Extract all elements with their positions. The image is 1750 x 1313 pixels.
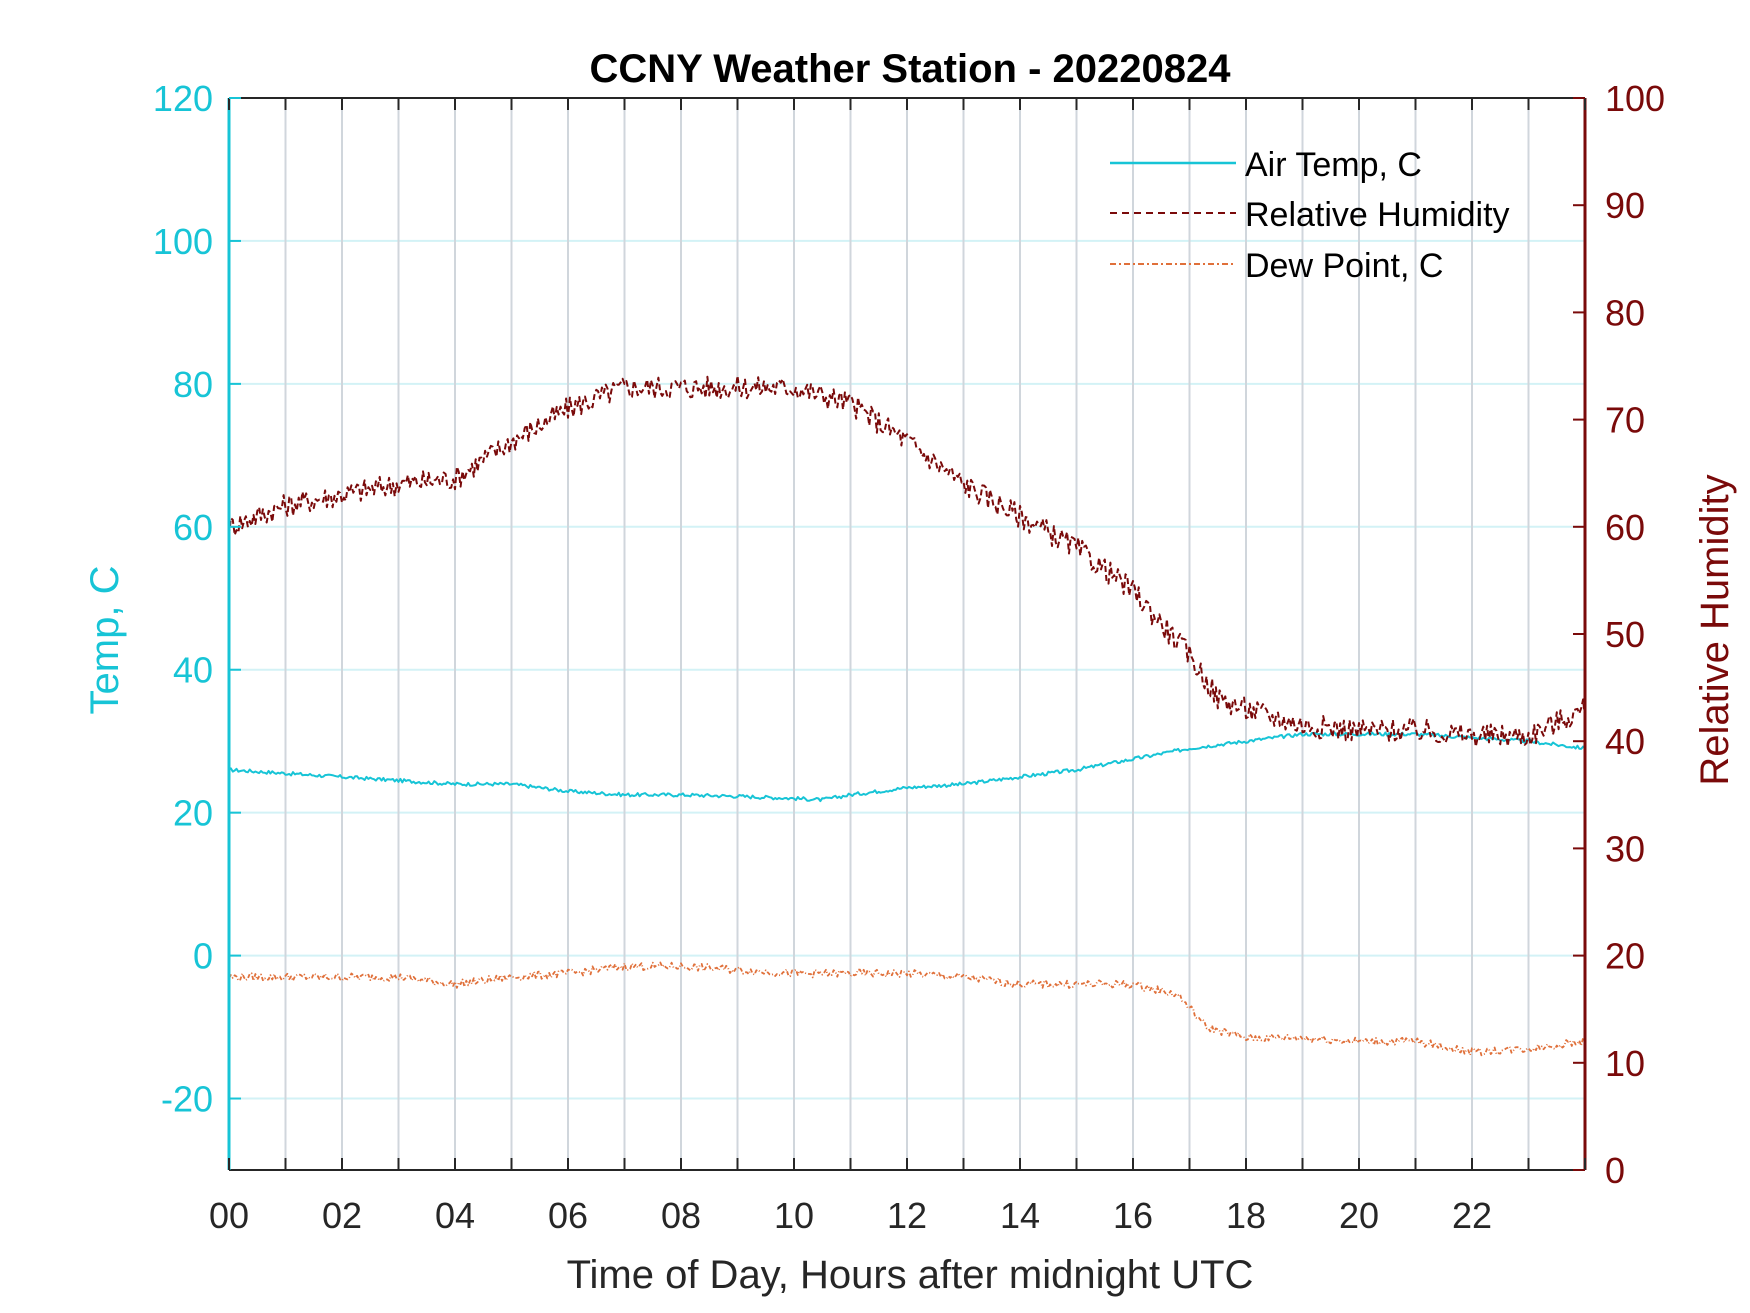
chart-title: CCNY Weather Station - 20220824 — [590, 47, 1232, 91]
legend-label-air-temp: Air Temp, C — [1245, 146, 1422, 184]
y-left-tick-label: 100 — [153, 221, 213, 262]
y-right-tick-label: 20 — [1605, 936, 1645, 977]
x-tick-label: 08 — [661, 1195, 701, 1236]
y-left-tick-label: 40 — [173, 650, 213, 691]
legend: Air Temp, C Relative Humidity Dew Point,… — [1110, 146, 1510, 285]
y-axis-right-label: Relative Humidity — [1693, 474, 1737, 785]
y-right-tick-label: 80 — [1605, 292, 1645, 333]
y-left-tick-label: 60 — [173, 507, 213, 548]
y-right-tick-label: 100 — [1605, 78, 1665, 119]
y-left-tick-label: 80 — [173, 364, 213, 405]
tick-labels: 00 02 04 06 08 10 12 14 16 18 20 22120100806040200-… — [153, 78, 1665, 1236]
x-tick-label: 06 — [548, 1195, 588, 1236]
x-tick-label: 22 — [1452, 1195, 1492, 1236]
grid — [229, 97, 1585, 1170]
x-tick-label: 12 — [887, 1195, 927, 1236]
y-right-tick-label: 90 — [1605, 185, 1645, 226]
y-right-tick-label: 60 — [1605, 507, 1645, 548]
x-tick-label: 14 — [1000, 1195, 1040, 1236]
x-tick-label: 20 — [1339, 1195, 1379, 1236]
series-air-temp — [229, 731, 1586, 803]
x-tick-label: 10 — [774, 1195, 814, 1236]
y-right-tick-label: 0 — [1605, 1150, 1625, 1191]
y-left-tick-label: -20 — [161, 1079, 213, 1120]
x-tick-label: 04 — [435, 1195, 475, 1236]
y-right-tick-label: 30 — [1605, 828, 1645, 869]
series-layer — [228, 374, 1586, 1057]
y-axis-left-label: Temp, C — [83, 566, 127, 715]
x-tick-label: 00 — [209, 1195, 249, 1236]
legend-label-dew-point: Dew Point, C — [1245, 247, 1443, 285]
series-relative-humidity — [228, 374, 1586, 748]
x-tick-label: 02 — [322, 1195, 362, 1236]
y-right-tick-label: 10 — [1605, 1043, 1645, 1084]
legend-label-relative-humidity: Relative Humidity — [1245, 196, 1510, 234]
y-right-tick-label: 50 — [1605, 614, 1645, 655]
y-left-tick-label: 20 — [173, 793, 213, 834]
y-right-tick-label: 70 — [1605, 400, 1645, 441]
x-axis-label: Time of Day, Hours after midnight UTC — [567, 1253, 1254, 1297]
series-dew-point — [228, 961, 1586, 1057]
y-left-tick-label: 120 — [153, 78, 213, 119]
x-tick-label: 18 — [1226, 1195, 1266, 1236]
y-right-tick-label: 40 — [1605, 721, 1645, 762]
axes — [227, 97, 1587, 1171]
y-left-tick-label: 0 — [193, 936, 213, 977]
x-tick-label: 16 — [1113, 1195, 1153, 1236]
